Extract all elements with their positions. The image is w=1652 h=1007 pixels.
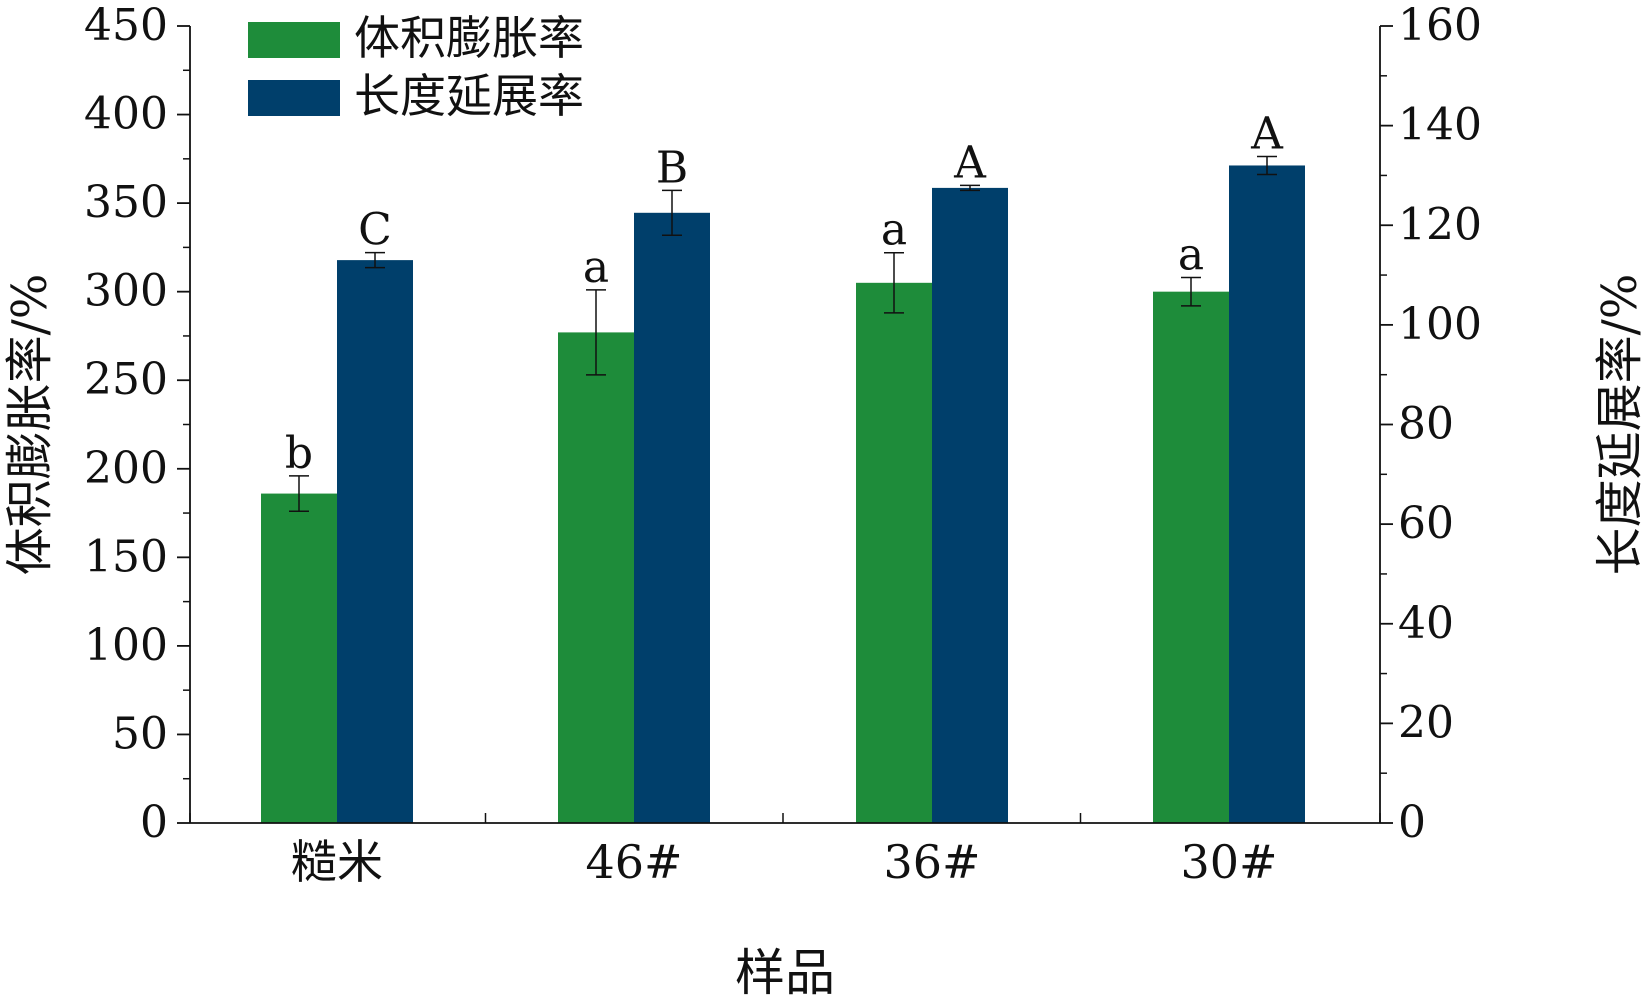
bar-series1-1 <box>634 212 710 823</box>
bar-series0-0 <box>261 493 337 823</box>
left-tick-label-9: 450 <box>84 0 168 51</box>
bar-series1-2 <box>932 187 1008 823</box>
left-tick-label-1: 50 <box>112 708 168 759</box>
x-tick-label-3: 30# <box>1180 835 1277 889</box>
significance-label-series0-3: a <box>1178 229 1204 280</box>
left-tick-label-0: 0 <box>140 797 168 848</box>
right-tick-label-0: 0 <box>1398 797 1426 848</box>
left-tick-label-3: 150 <box>84 531 168 582</box>
significance-label-series0-2: a <box>881 205 907 256</box>
bar-series0-1 <box>558 332 634 823</box>
x-tick-label-0: 糙米 <box>291 835 383 889</box>
bar-series0-2 <box>856 282 932 823</box>
significance-label-series1-2: A <box>953 137 987 188</box>
left-tick-label-2: 100 <box>84 620 168 671</box>
right-tick-label-5: 100 <box>1398 299 1482 350</box>
left-tick-label-7: 350 <box>84 177 168 228</box>
right-tick-label-7: 140 <box>1398 100 1482 151</box>
right-tick-label-2: 40 <box>1398 598 1454 649</box>
left-tick-label-4: 200 <box>84 443 168 494</box>
left-tick-label-5: 250 <box>84 354 168 405</box>
right-tick-label-3: 60 <box>1398 498 1454 549</box>
right-tick-label-6: 120 <box>1398 199 1482 250</box>
bar-series0-3 <box>1153 291 1229 824</box>
left-axis-title: 体积膨胀率/% <box>2 274 58 576</box>
error-bars-layer <box>289 155 1277 513</box>
significance-label-series1-1: B <box>656 142 688 193</box>
bar-series1-0 <box>337 260 413 823</box>
significance-label-series1-3: A <box>1250 109 1284 160</box>
axes-layer <box>177 25 1393 824</box>
x-tick-label-2: 36# <box>883 835 980 889</box>
legend-swatch-0 <box>248 22 340 58</box>
legend-label-1: 长度延展率 <box>354 69 584 123</box>
x-tick-label-1: 46# <box>585 835 682 889</box>
right-axis-title: 长度延展率/% <box>1592 274 1648 576</box>
right-tick-label-1: 20 <box>1398 697 1454 748</box>
significance-label-series1-0: C <box>358 205 392 256</box>
right-tick-label-4: 80 <box>1398 399 1454 450</box>
bars-layer <box>261 165 1305 824</box>
x-axis-title: 样品 <box>735 944 835 1002</box>
significance-label-series0-1: a <box>583 242 609 293</box>
left-tick-label-8: 400 <box>84 89 168 140</box>
bar-series1-3 <box>1229 165 1305 824</box>
legend-label-0: 体积膨胀率 <box>354 11 584 65</box>
left-tick-label-6: 300 <box>84 266 168 317</box>
legend-swatch-1 <box>248 80 340 116</box>
right-tick-label-8: 160 <box>1398 0 1482 51</box>
significance-label-series0-0: b <box>285 428 313 479</box>
